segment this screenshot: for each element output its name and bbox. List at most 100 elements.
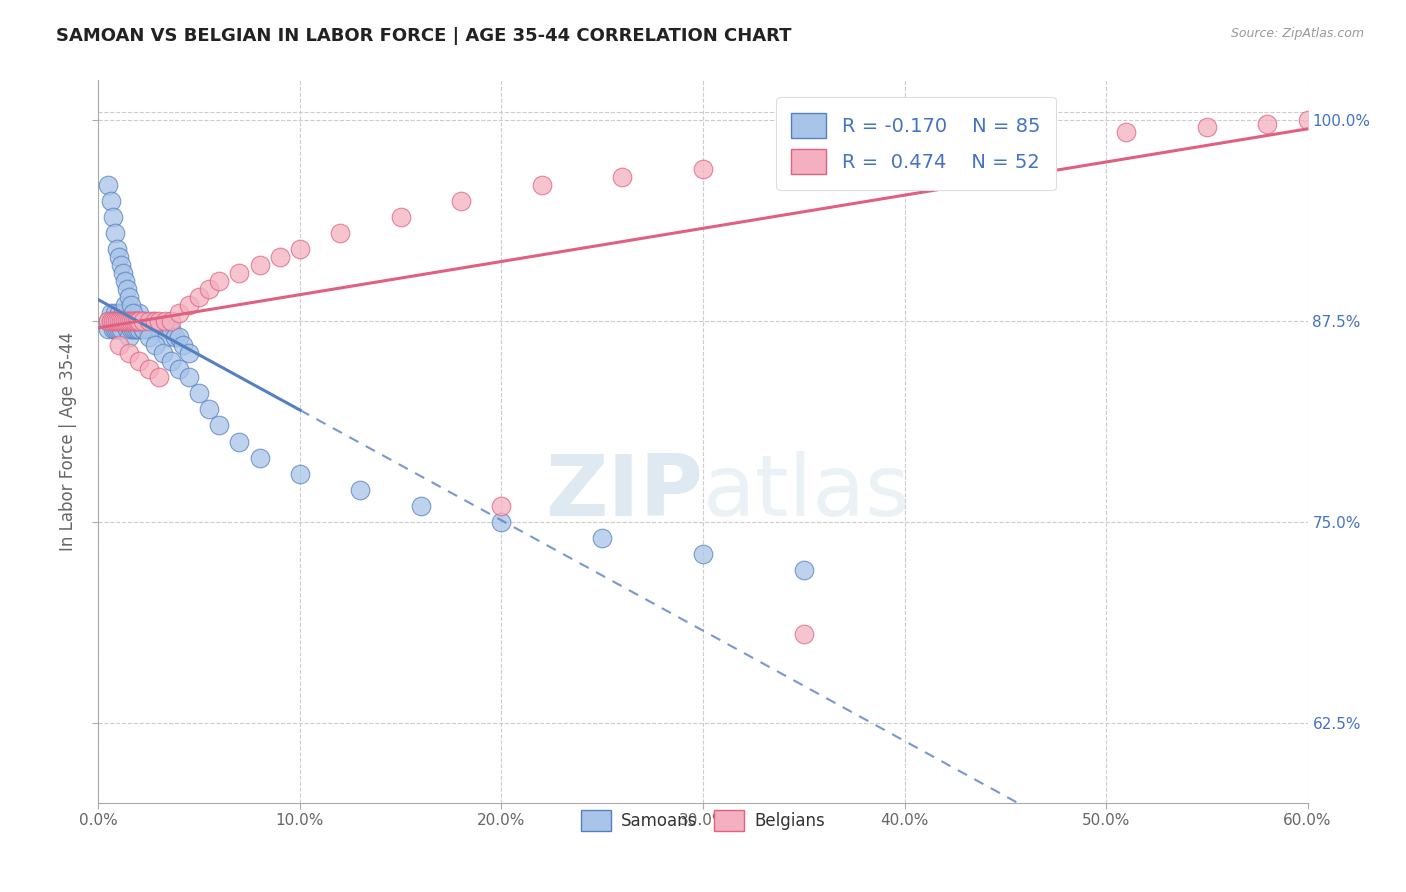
Point <box>121 322 143 336</box>
Point <box>125 314 148 328</box>
Point <box>114 314 136 328</box>
Point <box>160 322 183 336</box>
Point <box>111 314 134 328</box>
Point <box>125 314 148 328</box>
Point <box>103 306 125 320</box>
Text: ZIP: ZIP <box>546 450 703 533</box>
Point <box>128 314 150 328</box>
Point <box>97 322 120 336</box>
Point <box>167 330 190 344</box>
Point <box>208 274 231 288</box>
Point <box>138 322 160 336</box>
Point <box>288 467 311 481</box>
Point <box>143 322 166 336</box>
Point <box>143 314 166 328</box>
Point <box>124 322 146 336</box>
Point <box>142 314 165 328</box>
Point <box>115 282 138 296</box>
Point <box>153 314 176 328</box>
Point <box>120 298 142 312</box>
Point <box>100 314 122 328</box>
Point <box>148 370 170 384</box>
Point <box>111 266 134 280</box>
Point <box>105 322 128 336</box>
Point <box>139 322 162 336</box>
Point <box>612 169 634 184</box>
Point <box>105 314 128 328</box>
Point <box>124 314 146 328</box>
Point <box>103 314 125 328</box>
Point <box>172 338 194 352</box>
Point <box>143 338 166 352</box>
Point <box>124 314 146 328</box>
Point <box>1256 117 1278 131</box>
Point <box>793 153 815 168</box>
Point <box>160 314 183 328</box>
Point <box>188 290 211 304</box>
Point <box>129 314 152 328</box>
Point <box>101 210 124 224</box>
Point <box>115 314 138 328</box>
Point <box>103 322 125 336</box>
Point <box>101 322 124 336</box>
Point <box>1195 120 1218 134</box>
Point <box>132 314 155 328</box>
Point <box>107 338 129 352</box>
Point <box>115 322 138 336</box>
Point <box>118 330 141 344</box>
Point <box>591 531 613 545</box>
Point <box>128 322 150 336</box>
Point <box>389 210 412 224</box>
Point <box>111 306 134 320</box>
Point <box>1115 125 1137 139</box>
Point <box>167 362 190 376</box>
Point <box>148 322 170 336</box>
Point <box>118 314 141 328</box>
Point <box>105 314 128 328</box>
Point <box>138 330 160 344</box>
Point <box>953 852 976 866</box>
Point <box>107 306 129 320</box>
Point <box>349 483 371 497</box>
Point <box>110 314 132 328</box>
Point <box>101 314 124 328</box>
Point <box>409 499 432 513</box>
Legend: Samoans, Belgians: Samoans, Belgians <box>575 803 831 838</box>
Point <box>121 314 143 328</box>
Point <box>101 314 124 328</box>
Point <box>228 434 250 449</box>
Point <box>107 314 129 328</box>
Point <box>110 314 132 328</box>
Point <box>228 266 250 280</box>
Point <box>100 194 122 208</box>
Point <box>114 314 136 328</box>
Point <box>135 322 157 336</box>
Point <box>97 314 120 328</box>
Point <box>114 274 136 288</box>
Point <box>269 250 291 264</box>
Point <box>873 145 896 160</box>
Point <box>249 450 271 465</box>
Point <box>134 314 156 328</box>
Point <box>1035 129 1057 144</box>
Point <box>120 322 142 336</box>
Point <box>118 346 141 360</box>
Point <box>152 346 174 360</box>
Point <box>100 306 122 320</box>
Point <box>110 258 132 272</box>
Point <box>692 161 714 176</box>
Point <box>100 314 122 328</box>
Point <box>125 322 148 336</box>
Point <box>188 386 211 401</box>
Point <box>107 314 129 328</box>
Point <box>120 314 142 328</box>
Text: Source: ZipAtlas.com: Source: ZipAtlas.com <box>1230 27 1364 40</box>
Point <box>692 547 714 561</box>
Point <box>118 314 141 328</box>
Point <box>249 258 271 272</box>
Point <box>114 298 136 312</box>
Point <box>124 314 146 328</box>
Point <box>121 314 143 328</box>
Point <box>1296 113 1319 128</box>
Point <box>115 314 138 328</box>
